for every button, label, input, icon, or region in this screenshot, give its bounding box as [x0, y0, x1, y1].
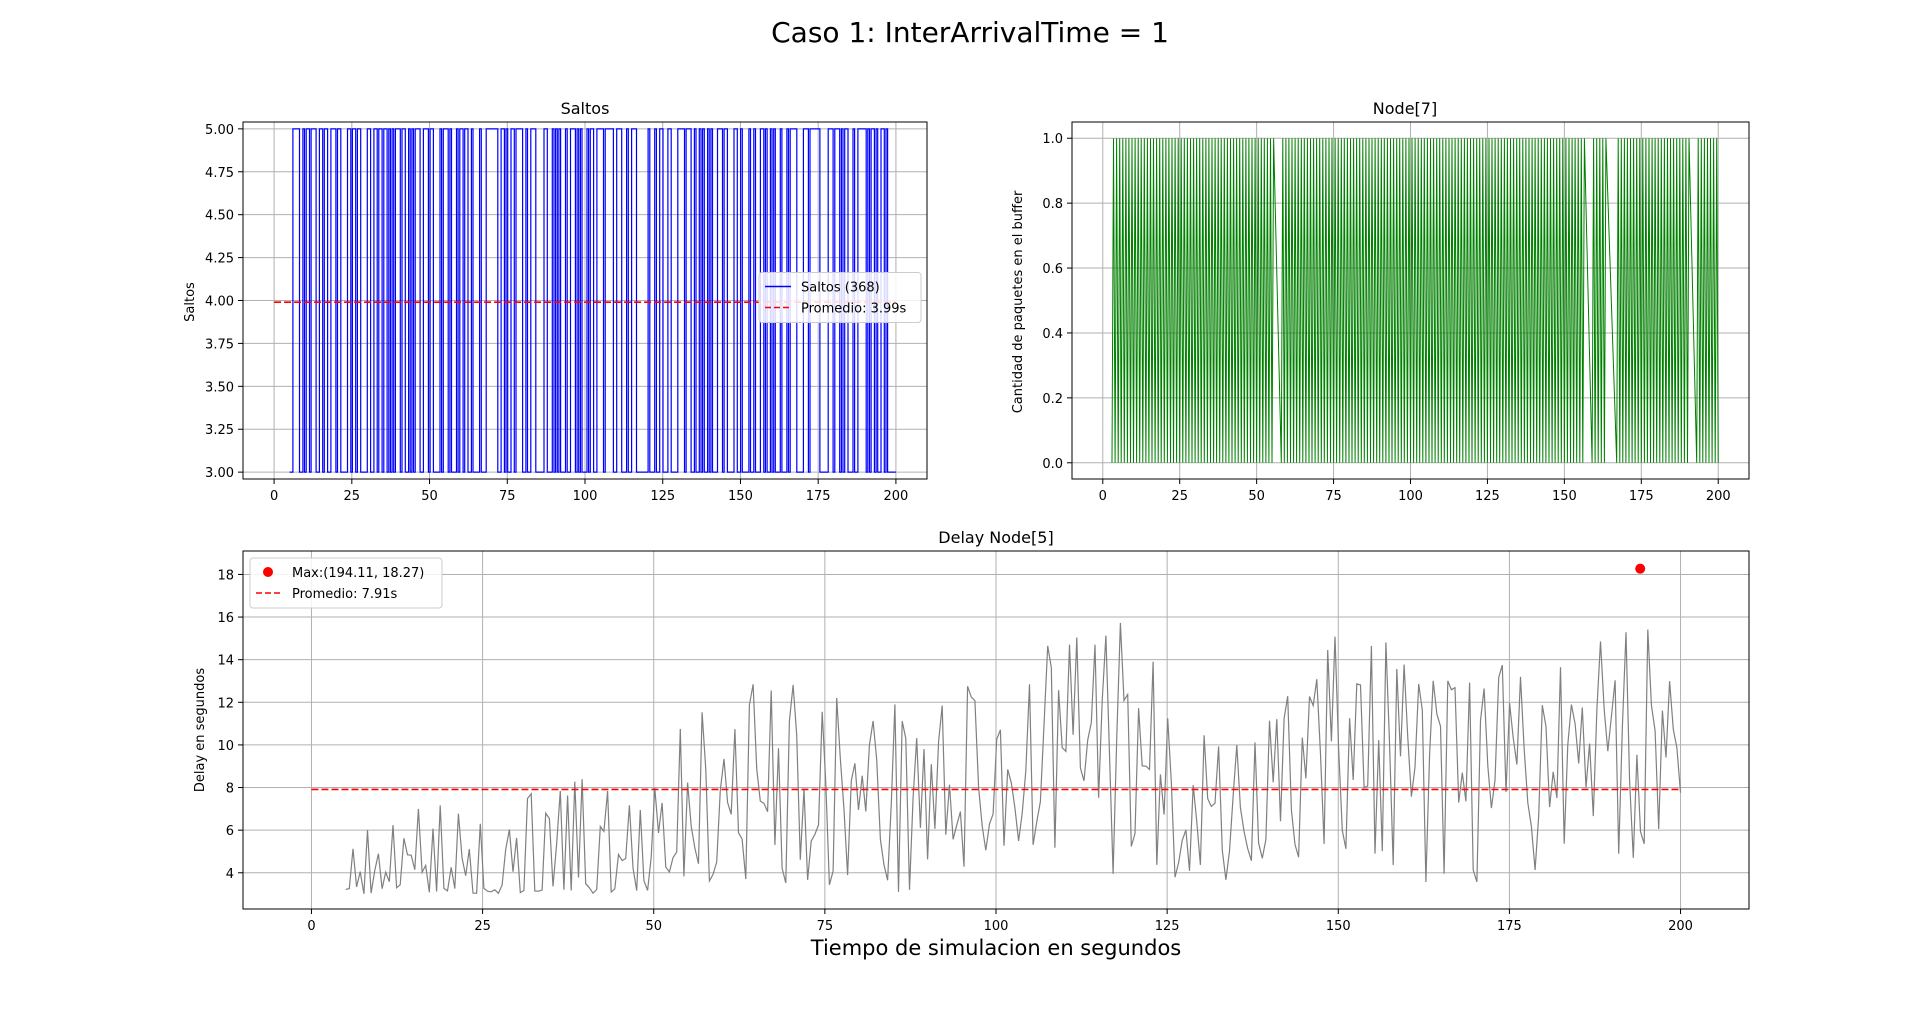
- plot-area-delay-node5: 0 25 50 75 100 125 150 175 200 4 6 8 10 12 14 16 18 Max:(…: [217, 550, 1750, 934]
- legend-label-1: Promedio: 3.99s: [801, 302, 907, 317]
- x-tick-label-1: 25: [344, 489, 361, 504]
- x-tick-label-2: 50: [421, 489, 438, 504]
- x-tick-label-5: 125: [1155, 919, 1180, 934]
- y-tick-label-1: 3.25: [205, 423, 234, 438]
- y-tick-label-5: 1.0: [1042, 132, 1063, 147]
- legend-box: [758, 272, 922, 323]
- x-tick-label-0: 0: [270, 489, 278, 504]
- x-tick-label-3: 75: [1325, 489, 1342, 504]
- x-tick-label-1: 25: [1171, 489, 1188, 504]
- x-tick-label-6: 150: [728, 489, 753, 504]
- y-tick-label-6: 4.50: [205, 209, 234, 224]
- chart-delay-node5: Delay Node[5] Delay en segundos 0 25 50 75 1…: [193, 528, 1750, 934]
- x-tick-label-7: 175: [1629, 489, 1654, 504]
- x-tick-label-3: 75: [817, 919, 834, 934]
- chart-saltos: Saltos Saltos 0 25 50 75 100 125 150 175 200 3.00…: [183, 99, 928, 504]
- x-tick-label-8: 200: [1706, 489, 1731, 504]
- y-tick-label-1: 6: [226, 824, 234, 839]
- x-tick-label-2: 50: [645, 919, 662, 934]
- x-tick-label-4: 100: [573, 489, 598, 504]
- ylabel-saltos: Saltos: [183, 282, 198, 322]
- y-tick-label-0: 0.0: [1042, 457, 1063, 472]
- x-tick-label-3: 75: [499, 489, 516, 504]
- ylabel-node7: Cantidad de paquetes en el buffer: [1011, 190, 1026, 413]
- chart-title-saltos: Saltos: [561, 99, 610, 118]
- legend-label-1: Promedio: 7.91s: [292, 587, 398, 602]
- legend-label-0: Saltos (368): [801, 281, 880, 296]
- chart-node7: Node[7] Cantidad de paquetes en el buffe…: [1011, 99, 1750, 504]
- y-tick-label-4: 12: [217, 696, 234, 711]
- legend-label-0: Max:(194.11, 18.27): [292, 566, 424, 581]
- series-group: [1111, 138, 1719, 463]
- y-tick-label-1: 0.2: [1042, 392, 1063, 407]
- legend: Saltos (368) Promedio: 3.99s: [758, 272, 922, 323]
- x-tick-label-1: 25: [474, 919, 491, 934]
- y-tick-label-4: 0.8: [1042, 197, 1063, 212]
- y-tick-label-3: 10: [217, 739, 234, 754]
- chart-title-delay-node5: Delay Node[5]: [938, 528, 1053, 547]
- y-tick-label-2: 3.50: [205, 380, 234, 395]
- y-tick-label-2: 0.4: [1042, 327, 1063, 342]
- figure-shared-xlabel: Tiempo de simulacion en segundos: [810, 936, 1181, 960]
- series-group: [311, 622, 1682, 895]
- chart-title-node7: Node[7]: [1373, 99, 1437, 118]
- y-tick-label-3: 0.6: [1042, 262, 1063, 277]
- legend-marker-0: [263, 567, 273, 577]
- x-tick-label-0: 0: [1099, 489, 1107, 504]
- y-tick-label-8: 5.00: [205, 123, 234, 138]
- y-tick-label-3: 3.75: [205, 337, 234, 352]
- x-tick-label-4: 100: [984, 919, 1009, 934]
- series-line-buffer: [1111, 138, 1719, 463]
- ylabel-delay-node5: Delay en segundos: [193, 668, 208, 792]
- figure-suptitle: Caso 1: InterArrivalTime = 1: [771, 16, 1169, 49]
- x-tick-label-5: 125: [650, 489, 675, 504]
- x-tick-label-7: 175: [806, 489, 831, 504]
- y-tick-label-5: 4.25: [205, 252, 234, 267]
- y-tick-label-5: 14: [217, 654, 234, 669]
- y-tick-label-7: 4.75: [205, 166, 234, 181]
- plot-area-saltos: 0 25 50 75 100 125 150 175 200 3.00 3.25 3.50 3.75 4.…: [205, 121, 928, 504]
- y-tick-label-0: 4: [226, 867, 234, 882]
- x-tick-label-6: 150: [1552, 489, 1577, 504]
- y-tick-label-4: 4.00: [205, 295, 234, 310]
- plot-area-node7: 0 25 50 75 100 125 150 175 200 0.0 0.2 0.4 0.6 0.8 1.0: [1042, 121, 1750, 504]
- x-tick-label-8: 200: [883, 489, 908, 504]
- x-tick-label-2: 50: [1248, 489, 1265, 504]
- x-tick-label-5: 125: [1475, 489, 1500, 504]
- y-tick-label-7: 18: [217, 568, 234, 583]
- x-tick-label-7: 175: [1497, 919, 1522, 934]
- legend-box: [249, 557, 443, 609]
- series-line-delay: [345, 622, 1682, 895]
- x-tick-label-6: 150: [1326, 919, 1351, 934]
- y-tick-label-6: 16: [217, 611, 234, 626]
- y-tick-label-2: 8: [226, 782, 234, 797]
- y-tick-label-0: 3.00: [205, 466, 234, 481]
- max-point: [1635, 563, 1646, 574]
- x-tick-label-4: 100: [1398, 489, 1423, 504]
- x-tick-label-0: 0: [307, 919, 315, 934]
- x-tick-label-8: 200: [1668, 919, 1693, 934]
- legend: Max:(194.11, 18.27) Promedio: 7.91s: [249, 557, 443, 609]
